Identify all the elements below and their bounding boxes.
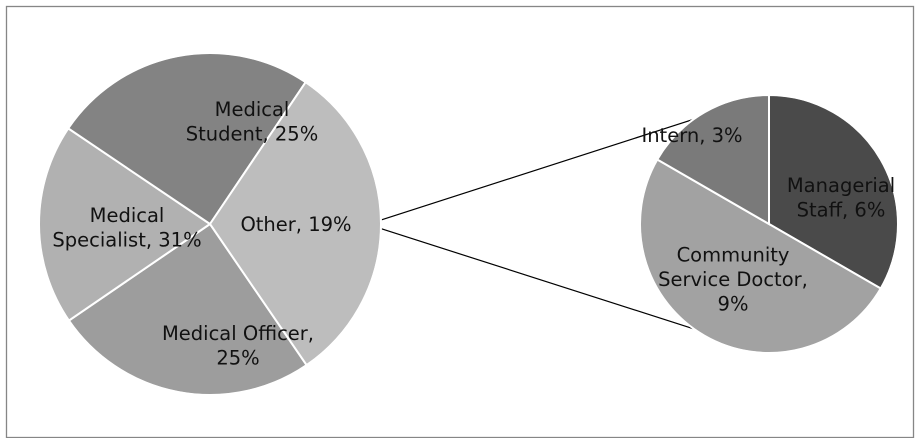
secondary-pie <box>639 93 899 354</box>
secondary-label-line: Staff, 6% <box>797 198 886 221</box>
main-pie <box>38 52 382 396</box>
main-label-line: Other, 19% <box>240 213 351 236</box>
main-label-medical-specialist: Medical Specialist, 31% <box>52 204 201 252</box>
secondary-label-line: Service Doctor, <box>658 268 808 291</box>
main-label-line: Medical Officer, <box>162 322 314 345</box>
secondary-label-line: 9% <box>718 293 749 316</box>
secondary-label-community-service-doctor: Community Service Doctor, 9% <box>658 244 808 316</box>
secondary-label-line: Intern, 3% <box>641 124 742 147</box>
main-label-medical-officer: Medical Officer, 25% <box>162 322 314 370</box>
main-label-other: Other, 19% <box>240 213 351 236</box>
main-pie-rim <box>38 52 382 396</box>
data-labels: Medical Student, 25%Other, 19%Medical Off… <box>52 98 895 370</box>
main-label-line: 25% <box>216 346 259 369</box>
secondary-pie-rim <box>639 94 899 354</box>
secondary-label-line: Community <box>677 244 790 267</box>
secondary-label-line: Managerial <box>787 174 895 197</box>
main-label-line: Medical <box>90 204 165 227</box>
main-label-medical-student: Medical Student, 25% <box>186 98 319 146</box>
main-label-line: Medical <box>215 98 290 121</box>
main-label-line: Specialist, 31% <box>52 228 201 251</box>
main-label-line: Student, 25% <box>186 122 319 145</box>
secondary-label-intern: Intern, 3% <box>641 124 742 147</box>
secondary-label-managerial-staff: Managerial Staff, 6% <box>787 174 895 222</box>
